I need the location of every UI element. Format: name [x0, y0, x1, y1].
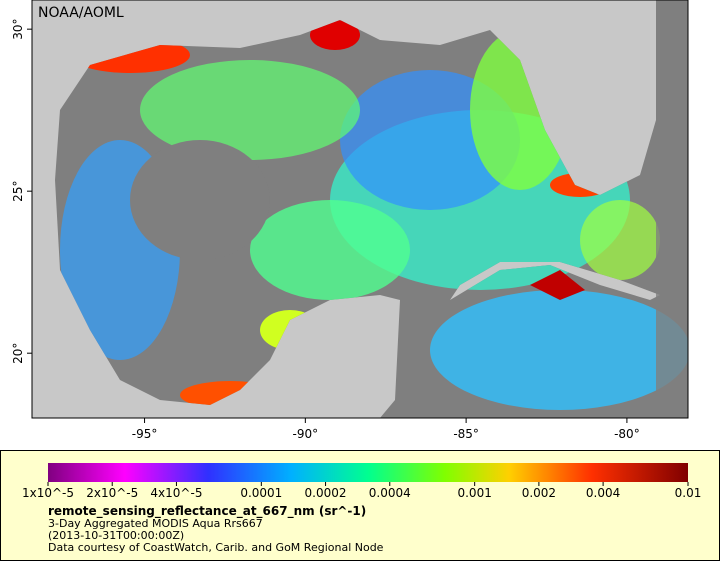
colorbar [48, 463, 688, 482]
description: 3-Day Aggregated MODIS Aqua Rrs667 [48, 517, 263, 530]
no-data-strip [656, 0, 688, 418]
colorbar-tick-label: 1x10^-5 [22, 486, 74, 500]
lat-tick-label: 25° [11, 181, 25, 202]
colorbar-tick-label: 0.002 [522, 486, 556, 500]
lat-tick-label: 30° [11, 19, 25, 40]
colorbar-tick-label: 2x10^-5 [86, 486, 138, 500]
lon-tick-label: -80° [614, 427, 640, 441]
lat-tick-label: 20° [11, 343, 25, 364]
variable-name: remote_sensing_reflectance_at_667_nm (sr… [48, 504, 366, 519]
colorbar-tick-label: 0.0004 [369, 486, 411, 500]
colorbar-tick-label: 4x10^-5 [150, 486, 202, 500]
lon-tick-label: -95° [132, 427, 158, 441]
lon-tick-label: -90° [293, 427, 319, 441]
watermark: NOAA/AOML [38, 5, 124, 21]
credit: Data courtesy of CoastWatch, Carib. and … [48, 541, 384, 554]
time: (2013-10-31T00:00:00Z) [48, 529, 184, 542]
colorbar-tick-label: 0.0001 [240, 486, 282, 500]
map-frame [31, 0, 689, 419]
map: NOAA/AOML [31, 0, 689, 419]
colorbar-tick-label: 0.01 [675, 486, 702, 500]
colorbar-tick-label: 0.001 [457, 486, 491, 500]
lon-tick-label: -85° [453, 427, 479, 441]
colorbar-tick-label: 0.004 [586, 486, 620, 500]
colorbar-tick-label: 0.0002 [305, 486, 347, 500]
coastal-high [530, 270, 585, 300]
